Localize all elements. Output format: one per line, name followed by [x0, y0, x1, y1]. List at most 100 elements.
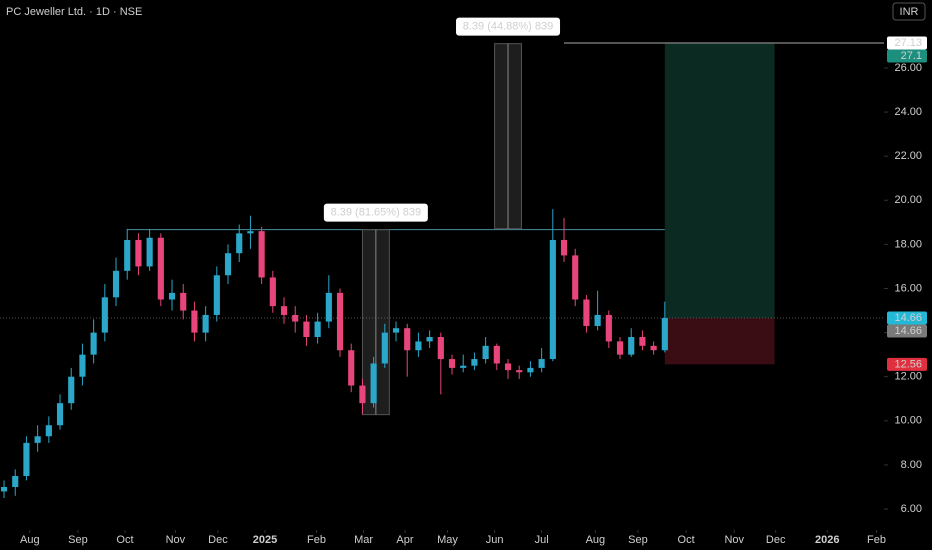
measure-label: 8.39 (44.88%) 839: [463, 21, 554, 33]
x-tick-label: Oct: [678, 534, 695, 546]
candle-body: [236, 233, 243, 254]
chart-title: PC Jeweller Ltd. · 1D · NSE: [6, 6, 142, 18]
candle-body: [639, 337, 646, 346]
candle-body: [101, 297, 108, 333]
y-tick-label: 20.00: [894, 194, 922, 206]
x-tick-label: 2026: [815, 534, 839, 546]
price-label: 27.1: [901, 50, 922, 62]
candle-body: [12, 475, 19, 487]
candle-body: [258, 231, 265, 278]
candle-body: [482, 345, 489, 360]
candle-body: [415, 341, 422, 351]
x-tick-label: Mar: [354, 534, 373, 546]
x-tick-label: Oct: [116, 534, 133, 546]
price-label-box: [887, 357, 927, 371]
candle-body: [202, 314, 209, 333]
y-tick-label: 16.00: [894, 282, 922, 294]
candle-body: [370, 363, 377, 404]
candle-body: [292, 314, 299, 322]
candle-body: [135, 239, 142, 267]
x-tick-label: Sep: [68, 534, 88, 546]
x-tick-label: Feb: [867, 534, 886, 546]
candle-body: [348, 350, 355, 386]
x-tick-label: Aug: [586, 534, 606, 546]
candle-body: [605, 314, 612, 342]
candle-body: [426, 337, 433, 342]
candle-body: [448, 359, 456, 368]
candle-body: [157, 237, 164, 300]
candle-body: [460, 365, 467, 368]
candle-body: [549, 239, 556, 360]
price-label: 14.66: [894, 312, 922, 324]
candle-body: [392, 328, 400, 333]
x-tick-label: Nov: [166, 534, 186, 546]
candle-body: [191, 310, 198, 333]
candle-body: [437, 337, 444, 360]
candle-body: [124, 239, 131, 271]
currency-button[interactable]: [892, 2, 926, 21]
x-tick-label: Jun: [486, 534, 504, 546]
candle-body: [325, 292, 332, 322]
y-tick-label: 6.00: [901, 503, 922, 515]
candle-body: [146, 237, 153, 267]
x-tick-label: Sep: [628, 534, 648, 546]
candle-body: [560, 239, 568, 256]
candle-body: [90, 332, 97, 355]
candle-body: [628, 337, 635, 355]
candle-body: [269, 277, 276, 307]
candle-body: [538, 359, 545, 368]
candle-body: [359, 385, 366, 404]
price-label: 14.66: [894, 325, 922, 337]
x-tick-label: May: [437, 534, 458, 546]
price-label: 12.56: [894, 358, 922, 370]
y-tick-label: 8.00: [901, 459, 922, 471]
price-label-box: [887, 324, 927, 338]
candle-body: [516, 370, 523, 373]
candle-body: [594, 314, 601, 326]
y-tick-label: 22.00: [894, 150, 922, 162]
candle-body: [527, 367, 534, 373]
candle-body: [493, 345, 500, 364]
candle-body: [45, 425, 52, 437]
candle-body: [336, 292, 344, 351]
price-label-box: [887, 49, 927, 63]
measure-label-box: [323, 203, 428, 222]
candle-body: [34, 436, 41, 443]
candle-body: [504, 363, 512, 371]
x-tick-label: Dec: [766, 534, 786, 546]
candle-body: [112, 270, 120, 298]
x-tick-label: Dec: [208, 534, 228, 546]
candle-body: [23, 442, 30, 476]
x-tick-label: Feb: [307, 534, 326, 546]
candle-body: [616, 341, 624, 355]
candle-body: [224, 253, 232, 276]
currency[interactable]: INR: [900, 6, 919, 18]
y-tick-label: 26.00: [894, 62, 922, 74]
candle-body: [661, 318, 668, 351]
candle-body: [247, 231, 254, 234]
candle-body: [572, 255, 579, 300]
candle-body: [381, 332, 388, 364]
y-tick-label: 24.00: [894, 106, 922, 118]
x-tick-label: Nov: [724, 534, 744, 546]
y-tick-label: 12.00: [894, 371, 922, 383]
price-label: 27.13: [894, 37, 922, 49]
candle-body: [213, 275, 220, 315]
candle-body: [56, 403, 64, 426]
price-label-box: [887, 311, 927, 325]
measure-label-box: [456, 17, 561, 36]
stop-zone: [664, 318, 775, 365]
candle-body: [68, 376, 75, 404]
x-tick-label: Aug: [20, 534, 40, 546]
y-tick-label: 18.00: [894, 238, 922, 250]
x-tick-label: 2025: [253, 534, 277, 546]
candle-body: [0, 486, 8, 492]
candle-body: [404, 328, 411, 351]
x-tick-label: Apr: [396, 534, 413, 546]
candle-body: [314, 321, 321, 338]
candle-body: [280, 306, 288, 315]
measure-label: 8.39 (81.65%) 839: [331, 207, 422, 219]
candle-body: [168, 292, 176, 300]
